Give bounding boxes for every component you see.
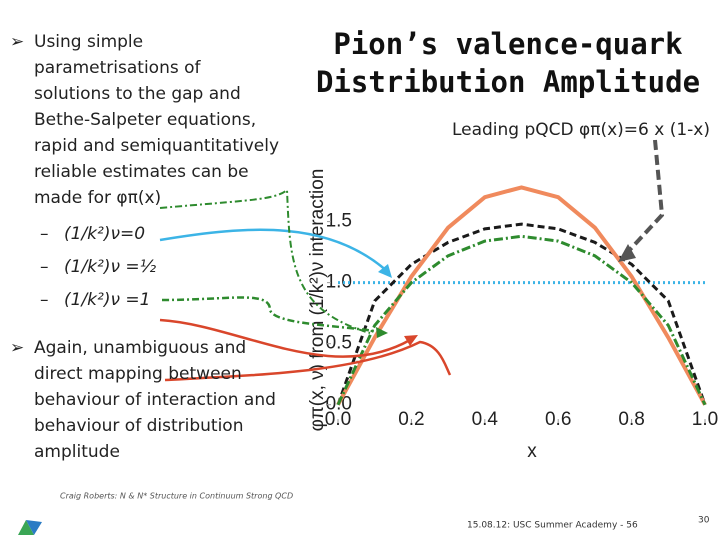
subtitle: Leading pQCD φπ(x)=6 x (1-x): [452, 120, 710, 140]
y-tick-label: 0.5: [326, 333, 352, 354]
bullet-marker: ➢: [10, 32, 24, 52]
bullet-text: direct mapping between: [34, 364, 242, 384]
bullet-text: Again, unambiguous and: [34, 338, 246, 358]
sub-bullet-marker: –: [40, 290, 49, 310]
bullet-marker: ➢: [10, 338, 24, 358]
footer-left: Craig Roberts: N & N* Structure in Conti…: [60, 492, 293, 501]
sub-bullet-marker: –: [40, 257, 49, 277]
series-line: [336, 185, 707, 406]
bullet-text: reliable estimates can be: [34, 162, 249, 182]
sub-bullet-marker: –: [40, 224, 49, 244]
y-axis-label: φπ(x, ν) from (1/k²)ν interaction: [307, 169, 328, 432]
bullet-text: solutions to the gap and: [34, 84, 241, 104]
title-line: Distribution Amplitude: [316, 65, 700, 99]
legend-label: (1/k²)ν =1: [64, 290, 150, 310]
series-line: [336, 222, 707, 406]
bullet-text: behaviour of distribution: [34, 416, 243, 436]
title-line: Pion’s valence-quark: [333, 27, 682, 61]
plot: 0.00.51.01.50.0 0.2 0.4 0.6 0.8 1.0: [325, 185, 718, 430]
bullet-text: made for φπ(x): [34, 188, 161, 208]
bullet-text: Using simple: [34, 32, 143, 52]
bullet-text: rapid and semiquantitatively: [34, 136, 279, 156]
series-line: [336, 234, 707, 406]
y-tick-label: 1.5: [326, 211, 352, 232]
legend-label: (1/k²)ν=0: [64, 224, 145, 244]
bullet-text: amplitude: [34, 442, 120, 462]
page-number: 30: [698, 516, 710, 526]
logo: [18, 520, 42, 535]
x-axis-label: x: [527, 441, 537, 462]
bullet-text: Bethe-Salpeter equations,: [34, 110, 256, 130]
footer-center: 15.08.12: USC Summer Academy - 56: [467, 521, 638, 531]
arrows: [159, 139, 665, 382]
bullet-text: parametrisations of: [34, 58, 202, 78]
bullet-text: behaviour of interaction and: [34, 390, 276, 410]
legend-label: (1/k²)ν =½: [64, 257, 157, 277]
